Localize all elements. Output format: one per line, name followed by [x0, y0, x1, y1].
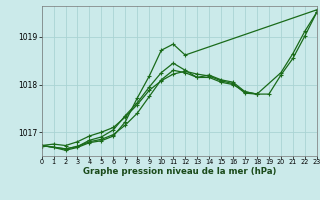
X-axis label: Graphe pression niveau de la mer (hPa): Graphe pression niveau de la mer (hPa)	[83, 167, 276, 176]
